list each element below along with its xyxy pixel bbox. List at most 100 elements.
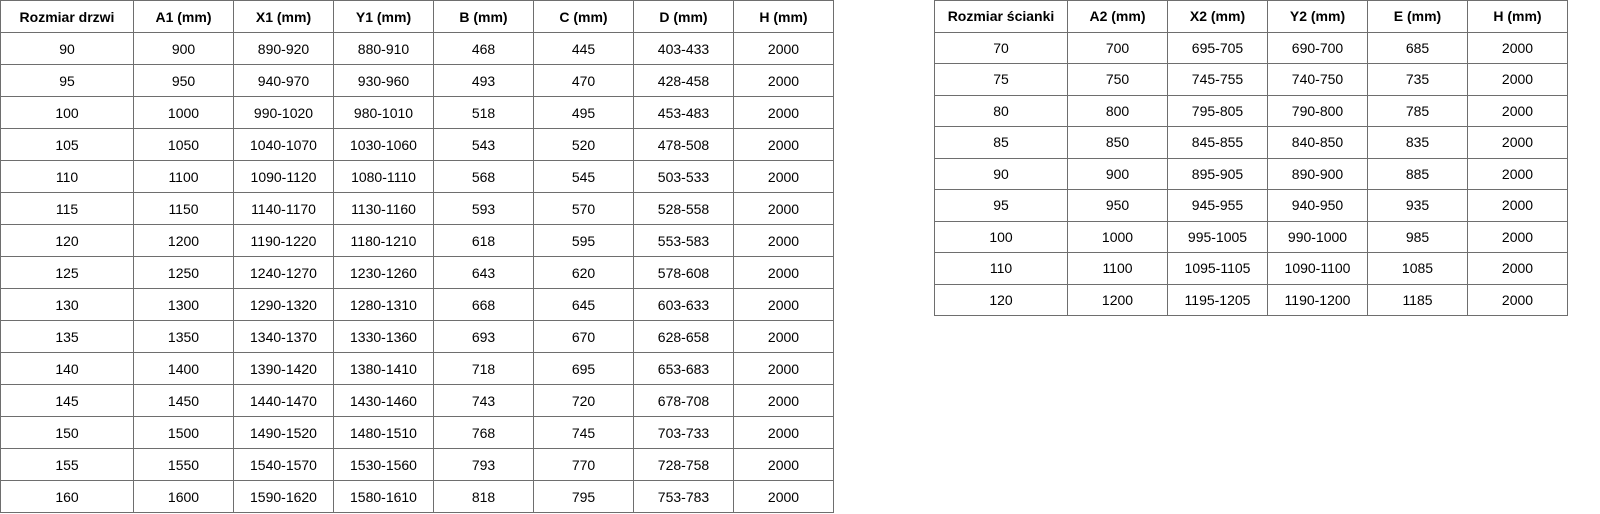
table-cell: 105 xyxy=(0,128,134,161)
table-row: 160 1600 1590-1620 1580-1610 818 795 753-783 20… xyxy=(0,480,834,513)
table-cell: 1440-1470 xyxy=(233,384,334,417)
table-cell: 1480-1510 xyxy=(333,416,434,449)
table-cell: 468 xyxy=(433,32,534,65)
table-cell: 2000 xyxy=(1467,63,1568,96)
table-cell: 768 xyxy=(433,416,534,449)
table-cell: 1490-1520 xyxy=(233,416,334,449)
table-cell: 645 xyxy=(533,288,634,321)
table-cell: 1000 xyxy=(1067,220,1168,253)
table-cell: 85 xyxy=(934,126,1068,159)
table-row: 155 1550 1540-1570 1530-1560 793 770 728-758 20… xyxy=(0,448,834,481)
table-cell: 428-458 xyxy=(633,64,734,97)
table-cell: 1330-1360 xyxy=(333,320,434,353)
table-cell: 1590-1620 xyxy=(233,480,334,513)
table-cell: 140 xyxy=(0,352,134,385)
table-cell: 1195-1205 xyxy=(1167,283,1268,316)
table-row: 130 1300 1290-1320 1280-1310 668 645 603-633 20… xyxy=(0,288,834,321)
table-cell: 1090-1100 xyxy=(1267,252,1368,285)
table-cell: 2000 xyxy=(733,384,834,417)
table-cell: 135 xyxy=(0,320,134,353)
table-row: 100 1000 995-1005 990-1000 985 2000 xyxy=(934,220,1568,253)
table-cell: 900 xyxy=(1067,157,1168,190)
table-cell: 770 xyxy=(533,448,634,481)
table-cell: 145 xyxy=(0,384,134,417)
table-cell: 2000 xyxy=(1467,126,1568,159)
table-cell: 735 xyxy=(1367,63,1468,96)
table-cell: 835 xyxy=(1367,126,1468,159)
table-cell: 1185 xyxy=(1367,283,1468,316)
table-row: 145 1450 1440-1470 1430-1460 743 720 678-708 20… xyxy=(0,384,834,417)
table-cell: 1100 xyxy=(133,160,234,193)
column-header: A2 (mm) xyxy=(1067,0,1168,33)
table-cell: 160 xyxy=(0,480,134,513)
table-row: 115 1150 1140-1170 1130-1160 593 570 528-558 20… xyxy=(0,192,834,225)
table-cell: 2000 xyxy=(733,320,834,353)
table-cell: 2000 xyxy=(733,480,834,513)
table-cell: 603-633 xyxy=(633,288,734,321)
table-cell: 845-855 xyxy=(1167,126,1268,159)
table-cell: 818 xyxy=(433,480,534,513)
column-header: H (mm) xyxy=(733,0,834,33)
table-cell: 568 xyxy=(433,160,534,193)
table-cell: 950 xyxy=(133,64,234,97)
table-cell: 2000 xyxy=(1467,252,1568,285)
table-cell: 2000 xyxy=(1467,157,1568,190)
table-cell: 495 xyxy=(533,96,634,129)
table-cell: 2000 xyxy=(733,160,834,193)
table-cell: 1190-1220 xyxy=(233,224,334,257)
table-cell: 695 xyxy=(533,352,634,385)
table-cell: 1280-1310 xyxy=(333,288,434,321)
table-cell: 1080-1110 xyxy=(333,160,434,193)
column-header: Y2 (mm) xyxy=(1267,0,1368,33)
table-cell: 1290-1320 xyxy=(233,288,334,321)
column-header: H (mm) xyxy=(1467,0,1568,33)
table-cell: 1190-1200 xyxy=(1267,283,1368,316)
table-cell: 1000 xyxy=(133,96,234,129)
table-cell: 1340-1370 xyxy=(233,320,334,353)
table-cell: 1130-1160 xyxy=(333,192,434,225)
table-row: 110 1100 1095-1105 1090-1100 1085 2000 xyxy=(934,252,1568,285)
table-cell: 718 xyxy=(433,352,534,385)
table-cell: 545 xyxy=(533,160,634,193)
table-row: 125 1250 1240-1270 1230-1260 643 620 578-608 20… xyxy=(0,256,834,289)
table-cell: 2000 xyxy=(733,128,834,161)
column-header: Y1 (mm) xyxy=(333,0,434,33)
table-cell: 130 xyxy=(0,288,134,321)
column-header: D (mm) xyxy=(633,0,734,33)
table-row: 75 750 745-755 740-750 735 2000 xyxy=(934,63,1568,96)
table-cell: 720 xyxy=(533,384,634,417)
table-cell: 110 xyxy=(0,160,134,193)
table-cell: 940-950 xyxy=(1267,189,1368,222)
table-cell: 745 xyxy=(533,416,634,449)
table-cell: 1140-1170 xyxy=(233,192,334,225)
table-cell: 895-905 xyxy=(1167,157,1268,190)
table-cell: 750 xyxy=(1067,63,1168,96)
table-cell: 1600 xyxy=(133,480,234,513)
table-cell: 1300 xyxy=(133,288,234,321)
table-cell: 100 xyxy=(934,220,1068,253)
table-cell: 1240-1270 xyxy=(233,256,334,289)
table-cell: 1250 xyxy=(133,256,234,289)
table-cell: 1050 xyxy=(133,128,234,161)
table-cell: 115 xyxy=(0,192,134,225)
wall-size-table: Rozmiar ścianki A2 (mm) X2 (mm) Y2 (mm) E (m… xyxy=(934,0,1568,316)
table-cell: 795 xyxy=(533,480,634,513)
header-row: Rozmiar ścianki A2 (mm) X2 (mm) Y2 (mm) E (m… xyxy=(934,0,1568,33)
table-cell: 2000 xyxy=(1467,283,1568,316)
table-cell: 793 xyxy=(433,448,534,481)
door-size-table: Rozmiar drzwi A1 (mm) X1 (mm) Y1 (mm) B (mm)… xyxy=(0,0,834,513)
column-header: Rozmiar ścianki xyxy=(934,0,1068,33)
table-row: 110 1100 1090-1120 1080-1110 568 545 503-533 20… xyxy=(0,160,834,193)
table-row: 85 850 845-855 840-850 835 2000 xyxy=(934,126,1568,159)
table-row: 80 800 795-805 790-800 785 2000 xyxy=(934,94,1568,127)
table-cell: 935 xyxy=(1367,189,1468,222)
table-cell: 990-1020 xyxy=(233,96,334,129)
table-row: 150 1500 1490-1520 1480-1510 768 745 703-733 20… xyxy=(0,416,834,449)
table-cell: 2000 xyxy=(733,224,834,257)
table-cell: 628-658 xyxy=(633,320,734,353)
table-cell: 1550 xyxy=(133,448,234,481)
table-cell: 70 xyxy=(934,31,1068,64)
table-cell: 690-700 xyxy=(1267,31,1368,64)
table-cell: 2000 xyxy=(733,448,834,481)
table-cell: 593 xyxy=(433,192,534,225)
